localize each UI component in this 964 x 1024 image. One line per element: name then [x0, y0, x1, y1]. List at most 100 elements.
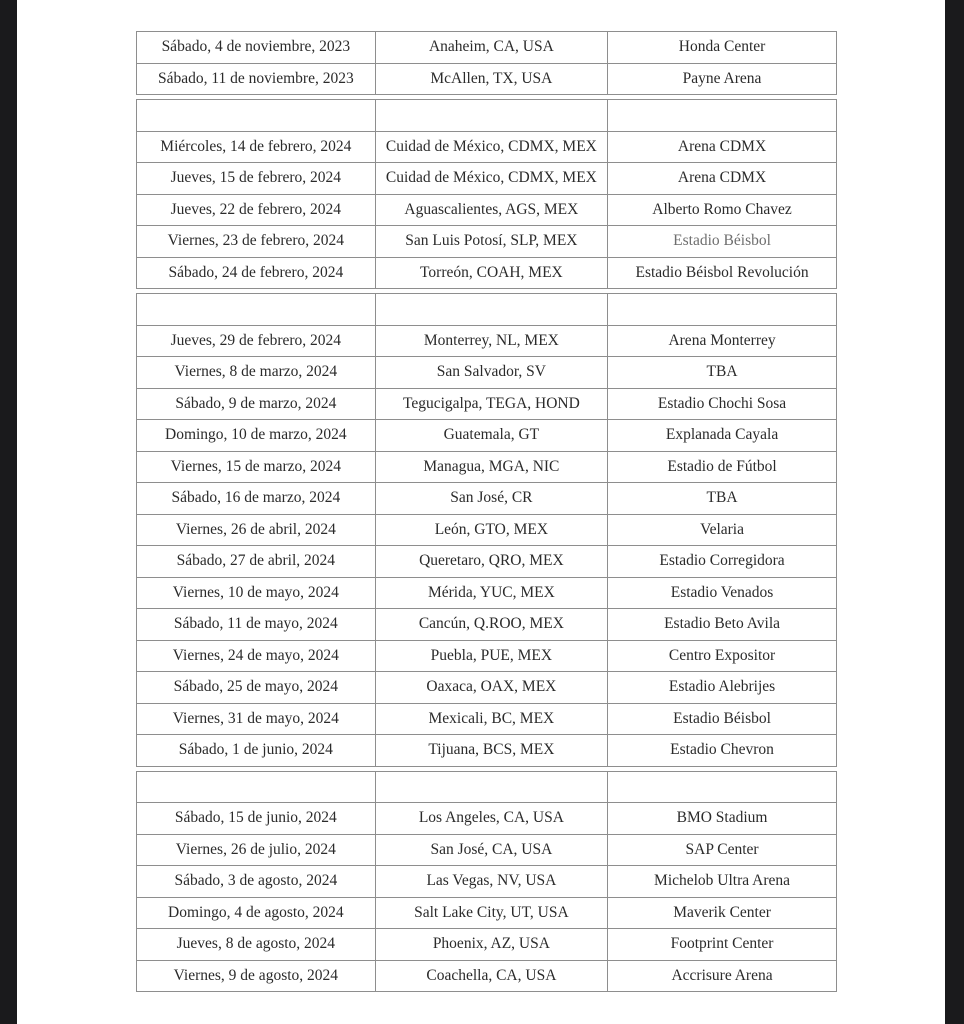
table-row: Sábado, 9 de marzo, 2024 Tegucigalpa, TEG… [136, 387, 837, 420]
date-cell: Jueves, 29 de febrero, 2024 [136, 324, 376, 357]
venue-cell [607, 770, 837, 803]
venue-cell: Accrisure Arena [607, 959, 837, 992]
right-dark-strip [945, 0, 964, 1024]
separator-row [136, 99, 837, 132]
city-cell: Monterrey, NL, MEX [374, 324, 609, 357]
date-cell: Domingo, 4 de agosto, 2024 [136, 896, 376, 929]
venue-cell: Arena CDMX [607, 130, 837, 163]
table-row: Sábado, 15 de junio, 2024 Los Angeles, CA… [136, 802, 837, 835]
venue-cell: BMO Stadium [607, 802, 837, 835]
city-cell: Managua, MGA, NIC [374, 450, 609, 483]
date-cell: Sábado, 11 de mayo, 2024 [136, 608, 376, 641]
date-cell: Domingo, 10 de marzo, 2024 [136, 419, 376, 452]
venue-cell: Explanada Cayala [607, 419, 837, 452]
date-cell: Jueves, 8 de agosto, 2024 [136, 928, 376, 961]
table-row: Sábado, 11 de noviembre, 2023 McAllen, TX… [136, 62, 837, 95]
date-cell: Sábado, 25 de mayo, 2024 [136, 671, 376, 704]
separator-row [136, 770, 837, 803]
table-row: Viernes, 9 de agosto, 2024 Coachella, CA,… [136, 959, 837, 992]
date-cell: Sábado, 4 de noviembre, 2023 [136, 31, 376, 64]
city-cell: Mexicali, BC, MEX [374, 702, 609, 735]
date-cell: Sábado, 27 de abril, 2024 [136, 545, 376, 578]
date-cell: Sábado, 15 de junio, 2024 [136, 802, 376, 835]
date-cell: Jueves, 22 de febrero, 2024 [136, 193, 376, 226]
city-cell: McAllen, TX, USA [374, 62, 609, 95]
table-row: Viernes, 31 de mayo, 2024 Mexicali, BC, M… [136, 702, 837, 735]
venue-cell: Footprint Center [607, 928, 837, 961]
venue-cell: Estadio Corregidora [607, 545, 837, 578]
tour-schedule-page: Sábado, 4 de noviembre, 2023 Anaheim, CA,… [136, 31, 837, 992]
venue-cell: Arena Monterrey [607, 324, 837, 357]
city-cell: San Salvador, SV [374, 356, 609, 389]
date-cell: Viernes, 15 de marzo, 2024 [136, 450, 376, 483]
date-cell [136, 770, 376, 803]
table-row: Sábado, 11 de mayo, 2024 Cancún, Q.ROO, M… [136, 608, 837, 641]
venue-cell: Payne Arena [607, 62, 837, 95]
schedule-sections: Sábado, 4 de noviembre, 2023 Anaheim, CA,… [136, 31, 837, 992]
venue-cell: Estadio Béisbol Revolución [607, 256, 837, 289]
date-cell: Sábado, 3 de agosto, 2024 [136, 865, 376, 898]
venue-cell: Michelob Ultra Arena [607, 865, 837, 898]
table-row: Viernes, 24 de mayo, 2024 Puebla, PUE, ME… [136, 639, 837, 672]
date-cell: Sábado, 11 de noviembre, 2023 [136, 62, 376, 95]
city-cell: Salt Lake City, UT, USA [374, 896, 609, 929]
table-row: Sábado, 1 de junio, 2024 Tijuana, BCS, ME… [136, 734, 837, 767]
table-row: Domingo, 4 de agosto, 2024 Salt Lake City… [136, 896, 837, 929]
date-cell [136, 293, 376, 326]
venue-cell: Alberto Romo Chavez [607, 193, 837, 226]
city-cell: San José, CR [374, 482, 609, 515]
city-cell: Cancún, Q.ROO, MEX [374, 608, 609, 641]
city-cell: Cuidad de México, CDMX, MEX [374, 162, 609, 195]
left-dark-strip [0, 0, 17, 1024]
table-row: Sábado, 25 de mayo, 2024 Oaxaca, OAX, MEX… [136, 671, 837, 704]
city-cell: San José, CA, USA [374, 833, 609, 866]
city-cell [374, 99, 609, 132]
city-cell [374, 770, 609, 803]
city-cell: Oaxaca, OAX, MEX [374, 671, 609, 704]
table-row: Jueves, 15 de febrero, 2024 Cuidad de Méx… [136, 162, 837, 195]
table-row: Domingo, 10 de marzo, 2024 Guatemala, GT E… [136, 419, 837, 452]
city-cell: Cuidad de México, CDMX, MEX [374, 130, 609, 163]
city-cell: Torreón, COAH, MEX [374, 256, 609, 289]
date-cell: Sábado, 1 de junio, 2024 [136, 734, 376, 767]
venue-cell: Estadio Chochi Sosa [607, 387, 837, 420]
city-cell: León, GTO, MEX [374, 513, 609, 546]
venue-cell: Honda Center [607, 31, 837, 64]
venue-cell: Maverik Center [607, 896, 837, 929]
table-row: Viernes, 26 de abril, 2024 León, GTO, MEX… [136, 513, 837, 546]
date-cell: Sábado, 9 de marzo, 2024 [136, 387, 376, 420]
city-cell: Las Vegas, NV, USA [374, 865, 609, 898]
venue-cell: Estadio Alebrijes [607, 671, 837, 704]
venue-cell: Velaria [607, 513, 837, 546]
city-cell: Aguascalientes, AGS, MEX [374, 193, 609, 226]
date-cell: Sábado, 24 de febrero, 2024 [136, 256, 376, 289]
venue-cell [607, 99, 837, 132]
table-row: Sábado, 4 de noviembre, 2023 Anaheim, CA,… [136, 31, 837, 64]
venue-cell: Estadio Venados [607, 576, 837, 609]
table-row: Viernes, 15 de marzo, 2024 Managua, MGA, … [136, 450, 837, 483]
date-cell: Viernes, 24 de mayo, 2024 [136, 639, 376, 672]
date-cell: Viernes, 9 de agosto, 2024 [136, 959, 376, 992]
venue-cell [607, 293, 837, 326]
tour-schedule-section: Sábado, 15 de junio, 2024 Los Angeles, CA… [136, 770, 837, 993]
venue-cell: Estadio Béisbol [607, 225, 837, 258]
table-row: Viernes, 10 de mayo, 2024 Mérida, YUC, ME… [136, 576, 837, 609]
city-cell: Guatemala, GT [374, 419, 609, 452]
date-cell: Viernes, 8 de marzo, 2024 [136, 356, 376, 389]
date-cell: Viernes, 26 de abril, 2024 [136, 513, 376, 546]
venue-cell: Estadio Béisbol [607, 702, 837, 735]
city-cell [374, 293, 609, 326]
city-cell: Tijuana, BCS, MEX [374, 734, 609, 767]
table-row: Miércoles, 14 de febrero, 2024 Cuidad de … [136, 130, 837, 163]
date-cell: Sábado, 16 de marzo, 2024 [136, 482, 376, 515]
table-row: Sábado, 16 de marzo, 2024 San José, CR TBA [136, 482, 837, 515]
date-cell: Viernes, 31 de mayo, 2024 [136, 702, 376, 735]
date-cell: Viernes, 26 de julio, 2024 [136, 833, 376, 866]
table-row: Jueves, 29 de febrero, 2024 Monterrey, NL… [136, 324, 837, 357]
city-cell: Coachella, CA, USA [374, 959, 609, 992]
table-row: Sábado, 3 de agosto, 2024 Las Vegas, NV, … [136, 865, 837, 898]
city-cell: Phoenix, AZ, USA [374, 928, 609, 961]
city-cell: Mérida, YUC, MEX [374, 576, 609, 609]
city-cell: Puebla, PUE, MEX [374, 639, 609, 672]
date-cell: Viernes, 23 de febrero, 2024 [136, 225, 376, 258]
